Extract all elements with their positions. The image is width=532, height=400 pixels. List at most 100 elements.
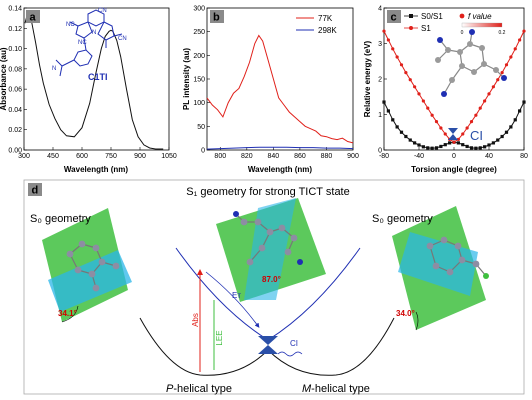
panel-c-series-1-point-3 — [395, 55, 399, 59]
panel-c-xtick-label-4: 80 — [520, 153, 528, 160]
panel-c-series-1-point-6 — [408, 78, 412, 82]
panel-c-series-1-point-26 — [496, 78, 500, 82]
panel-a-ylabel: Absorbance (au) — [0, 47, 8, 110]
panel-c-series-1-point-1 — [386, 38, 390, 42]
panel-c-series-0-point-21 — [474, 146, 478, 150]
panel-d-label-bg — [28, 183, 42, 196]
panel-c-series-1-point-27 — [500, 71, 504, 75]
molecule-c1ti-inset — [55, 9, 123, 77]
panel-c-series-1-point-23 — [483, 99, 487, 103]
panel-b-series-line-1 — [206, 146, 354, 150]
panel-c-series-0-point-12 — [434, 146, 439, 150]
panel-c-series-0-point-10 — [426, 146, 430, 150]
panel-c-series-0-point-26 — [496, 138, 500, 142]
panel-c-ytick-label-2: 2 — [378, 77, 382, 84]
panel-a-xtick-label-3: 750 — [105, 153, 117, 160]
panel-c-series-0-point-13 — [439, 144, 443, 149]
panel-c-ylabel: Relative energy (eV) — [363, 40, 372, 117]
panel-b-ytick-label-6: 300 — [193, 6, 205, 13]
panel-c-series-0-point-32 — [522, 100, 526, 104]
panel-c-series-0-point-19 — [465, 144, 469, 149]
et-arrow — [205, 271, 260, 328]
panel-c-series-1-point-7 — [413, 85, 417, 89]
s0-right-geometry — [392, 206, 489, 331]
angle-center: 87.0° — [262, 275, 281, 284]
panel-a-xtick-label-4: 900 — [134, 153, 146, 160]
panel-c-series-0-point-23 — [483, 145, 487, 149]
panel-b-xlabel: Wavelength (nm) — [248, 165, 312, 174]
ci-hourglass-icon — [448, 128, 458, 140]
s0-left-title: S₀ geometry — [30, 213, 91, 225]
panel-d-label: d — [32, 185, 39, 197]
panel-c: -80 -40 0 40 80 0 1 2 3 4 c S0/S1 S1 f value 0 0.… — [363, 6, 528, 175]
label-abs: Abs — [191, 313, 200, 327]
atom-label-1: NC — [66, 22, 75, 28]
panel-a-ytick-label-1: 0.02 — [8, 127, 22, 134]
molecule-ball-stick-inset — [435, 29, 507, 97]
panel-c-series-1-point-22 — [478, 106, 482, 110]
legend-s1-label: S1 — [421, 24, 431, 33]
panel-c-series-1-point-5 — [404, 71, 408, 75]
panel-c-series-1-point-18 — [461, 132, 465, 136]
panel-c-series-1-point-12 — [434, 120, 439, 124]
ground-state-curve-right — [267, 317, 395, 376]
panel-c-series-0-point-4 — [399, 130, 404, 134]
panel-b-ytick-label-4: 200 — [193, 53, 205, 60]
colorbar-tick-1: 0.2 — [499, 30, 506, 36]
ci-wave-arrow — [277, 351, 303, 357]
panel-c-series-0-point-18 — [461, 143, 465, 147]
atom-label-4: CN — [118, 36, 127, 42]
panel-c-series-1-point-2 — [391, 47, 395, 51]
panel-c-series-0-point-27 — [500, 134, 504, 139]
ground-state-curve-left — [139, 317, 269, 376]
panel-a-series-line-0 — [24, 10, 164, 150]
panel-b-xtick-label-4: 880 — [321, 153, 333, 160]
panel-c-series-0-point-11 — [430, 146, 434, 150]
panel-c-series-0-point-24 — [487, 143, 491, 147]
panel-c-series-1-point-19 — [465, 126, 469, 130]
panel-b-xtick-label-5: 900 — [347, 153, 359, 160]
panel-a-ytick-label-6: 0.12 — [8, 26, 22, 33]
panel-c-series-0-point-2 — [391, 118, 395, 122]
panel-c-series-0-point-22 — [478, 146, 482, 150]
panel-c-label-bg — [387, 10, 401, 23]
label-et: Eт — [232, 291, 241, 300]
legend-298k-label: 298K — [318, 26, 337, 35]
panel-a-ytick-label-4: 0.08 — [8, 66, 22, 73]
panel-c-series-1-point-32 — [522, 29, 526, 33]
panel-c-series-line-1 — [383, 30, 525, 143]
panel-c-series-1-point-14 — [443, 132, 447, 136]
panel-c-series-1-point-10 — [426, 106, 430, 110]
caption-m-helical: M-helical type — [302, 383, 370, 395]
panel-c-series-0-point-28 — [504, 130, 509, 134]
panel-d: d S₁ geometry for strong TICT state S₀ g… — [23, 179, 525, 395]
panel-c-series-1-point-24 — [487, 92, 491, 96]
panel-a-ytick-label-5: 0.10 — [8, 46, 22, 53]
panel-a-xtick-label-2: 600 — [76, 153, 88, 160]
panel-c-series-1-point-21 — [474, 113, 478, 117]
panel-b-label-bg — [210, 10, 224, 23]
panel-c-series-0-point-0 — [382, 100, 386, 104]
colorbar — [461, 22, 503, 28]
panel-a-frame — [23, 7, 170, 151]
panel-b-xtick-label-1: 820 — [241, 153, 253, 160]
panel-b-label: b — [213, 12, 220, 24]
panel-c-series-1-point-25 — [491, 85, 495, 89]
panel-c-series-1-point-30 — [513, 47, 517, 51]
panel-a-ytick-label-0: 0.00 — [8, 148, 22, 155]
panel-b-ytick-label-5: 250 — [193, 29, 205, 36]
atom-label-2: CN — [98, 8, 107, 14]
panel-c-series-0-point-15 — [448, 141, 452, 145]
ci-hourglass-icon-d — [258, 336, 278, 354]
panel-c-series-0-point-14 — [443, 143, 447, 147]
atom-label-3: NC — [78, 40, 87, 46]
panel-c-series-1-point-17 — [456, 137, 460, 141]
panel-c-series-0-point-25 — [491, 141, 495, 145]
atom-label-6: N — [52, 66, 56, 72]
panel-c-series-1-point-16 — [452, 140, 456, 144]
panel-b-ylabel: PL intensity (au) — [182, 48, 191, 110]
panel-c-series-0-point-6 — [408, 138, 412, 142]
panel-a-xtick-label-0: 300 — [18, 153, 30, 160]
excited-state-curve-right — [267, 247, 361, 341]
s0-right-title: S₀ geometry — [372, 213, 433, 225]
